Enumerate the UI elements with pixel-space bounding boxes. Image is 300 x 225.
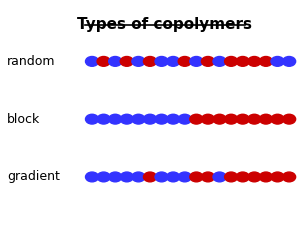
Circle shape: [132, 114, 145, 124]
Circle shape: [225, 56, 238, 66]
Circle shape: [155, 56, 168, 66]
Circle shape: [271, 56, 284, 66]
Circle shape: [178, 56, 191, 66]
Circle shape: [213, 56, 226, 66]
Circle shape: [236, 172, 249, 182]
Circle shape: [120, 172, 134, 182]
Circle shape: [260, 56, 272, 66]
Circle shape: [132, 172, 145, 182]
Circle shape: [190, 114, 203, 124]
Circle shape: [201, 172, 214, 182]
Circle shape: [155, 114, 168, 124]
Circle shape: [167, 114, 180, 124]
Circle shape: [225, 114, 238, 124]
Circle shape: [167, 172, 180, 182]
Text: random: random: [7, 55, 56, 68]
Circle shape: [260, 114, 272, 124]
Circle shape: [109, 114, 122, 124]
Circle shape: [201, 56, 214, 66]
Circle shape: [109, 56, 122, 66]
Circle shape: [120, 56, 134, 66]
Text: gradient: gradient: [7, 171, 60, 183]
Circle shape: [248, 114, 261, 124]
Circle shape: [248, 56, 261, 66]
Circle shape: [178, 172, 191, 182]
Circle shape: [109, 172, 122, 182]
Circle shape: [248, 172, 261, 182]
Circle shape: [190, 56, 203, 66]
Circle shape: [236, 114, 249, 124]
Circle shape: [225, 172, 238, 182]
Circle shape: [143, 114, 157, 124]
Circle shape: [283, 172, 296, 182]
Circle shape: [85, 114, 99, 124]
Circle shape: [120, 114, 134, 124]
Circle shape: [201, 114, 214, 124]
Circle shape: [155, 172, 168, 182]
Circle shape: [260, 172, 272, 182]
Circle shape: [167, 56, 180, 66]
Circle shape: [97, 56, 110, 66]
Circle shape: [143, 172, 157, 182]
Circle shape: [271, 114, 284, 124]
Circle shape: [213, 172, 226, 182]
Circle shape: [178, 114, 191, 124]
Circle shape: [213, 114, 226, 124]
Circle shape: [283, 56, 296, 66]
Text: block: block: [7, 113, 41, 126]
Circle shape: [143, 56, 157, 66]
Circle shape: [97, 172, 110, 182]
Circle shape: [283, 114, 296, 124]
Circle shape: [132, 56, 145, 66]
Circle shape: [85, 172, 99, 182]
Circle shape: [271, 172, 284, 182]
Circle shape: [85, 56, 99, 66]
Circle shape: [236, 56, 249, 66]
Text: Types of copolymers: Types of copolymers: [77, 17, 252, 32]
Circle shape: [190, 172, 203, 182]
Circle shape: [97, 114, 110, 124]
